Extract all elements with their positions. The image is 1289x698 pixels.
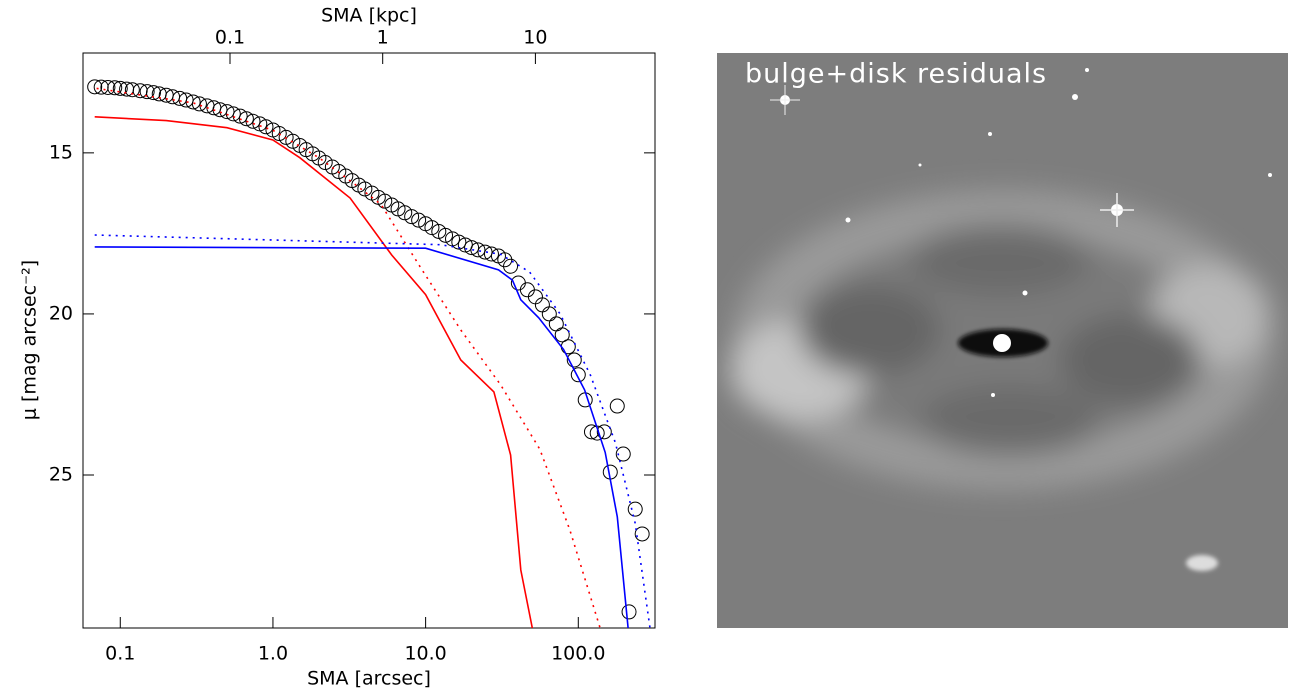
data-point xyxy=(596,424,612,440)
data-point xyxy=(560,339,576,355)
data-point xyxy=(527,289,543,305)
x-tick-label: 100.0 xyxy=(551,643,605,665)
data-point xyxy=(238,111,254,127)
x-axis-label: SMA [arcsec] xyxy=(307,668,431,690)
y-tick-label: 20 xyxy=(49,302,73,324)
data-point xyxy=(245,113,261,129)
data-point xyxy=(519,282,535,298)
data-point xyxy=(271,126,287,142)
data-point xyxy=(570,367,586,383)
y-tick-label: 15 xyxy=(49,141,73,163)
x-tick-label: 1.0 xyxy=(258,643,288,665)
data-point xyxy=(397,205,413,221)
data-point xyxy=(464,240,480,256)
data-point xyxy=(225,106,241,122)
x2-axis-label: SMA [kpc] xyxy=(321,5,417,27)
data-point xyxy=(404,209,420,225)
data-point xyxy=(139,84,155,100)
data-point xyxy=(477,244,493,260)
residual-image xyxy=(717,53,1288,628)
data-point xyxy=(100,79,116,95)
model-dotted-line xyxy=(96,87,601,628)
x2-tick-label: 0.1 xyxy=(215,27,245,49)
data-point xyxy=(609,398,625,414)
data-point xyxy=(185,94,201,110)
x2-tick-label: 1 xyxy=(377,27,389,49)
y-tick-label: 25 xyxy=(49,463,73,485)
data-point xyxy=(503,258,519,274)
data-point xyxy=(285,133,301,149)
data-point xyxy=(541,306,557,322)
data-point xyxy=(87,79,103,95)
data-point xyxy=(145,85,161,101)
data-point xyxy=(124,82,140,98)
data-point xyxy=(548,316,564,332)
model-dotted-line xyxy=(94,234,651,628)
model-line xyxy=(94,246,629,628)
data-point xyxy=(107,80,123,96)
data-point xyxy=(357,181,373,197)
data-point xyxy=(534,297,550,313)
data-point xyxy=(191,96,207,112)
y-axis-label: μ [mag arcsec⁻²] xyxy=(19,260,41,420)
plot-frame xyxy=(82,52,656,629)
data-point xyxy=(483,246,499,262)
model-line xyxy=(94,116,534,628)
x-tick-label: 0.1 xyxy=(105,643,135,665)
data-point xyxy=(554,327,570,343)
data-point xyxy=(424,220,440,236)
data-point xyxy=(627,501,643,517)
data-point xyxy=(438,227,454,243)
image-label: bulge+disk residuals xyxy=(745,59,1047,90)
data-point xyxy=(451,234,467,250)
x-tick-label: 10.0 xyxy=(404,643,446,665)
data-point xyxy=(566,352,582,368)
data-point xyxy=(219,104,235,120)
data-point xyxy=(470,242,486,258)
data-point xyxy=(634,526,650,542)
data-point xyxy=(212,102,228,118)
data-point xyxy=(311,150,327,166)
data-point xyxy=(317,155,333,171)
data-point xyxy=(258,119,274,135)
data-point xyxy=(411,212,427,228)
data-point xyxy=(615,446,631,462)
data-point xyxy=(621,604,637,620)
data-point xyxy=(112,80,128,96)
x2-tick-label: 10 xyxy=(523,27,547,49)
data-point xyxy=(232,108,248,124)
